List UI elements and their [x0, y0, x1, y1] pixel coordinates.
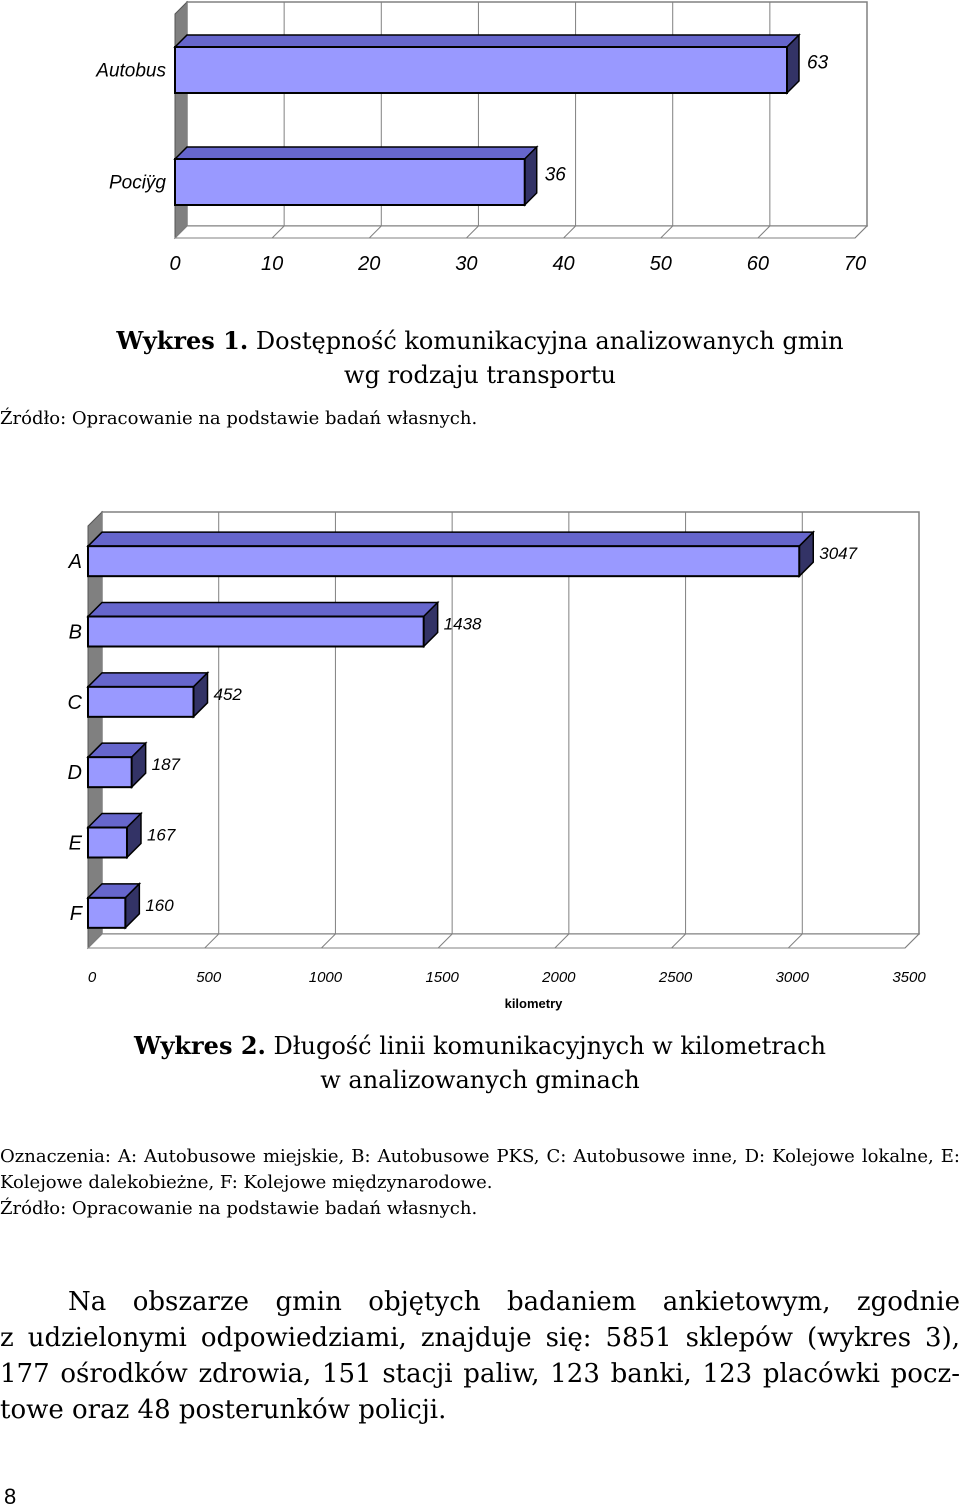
chart1-bar-top	[173, 146, 539, 160]
chart2-floor-gridline	[204, 933, 220, 949]
chart2-value-label: 167	[147, 826, 176, 845]
page-number: 8	[4, 1484, 17, 1509]
paragraph-line-4: towe oraz 48 posterunków policji.	[0, 1395, 447, 1425]
chart2-category-label: A	[68, 551, 82, 573]
chart2-tick-label: 0	[88, 969, 97, 986]
chart1-tick-label: 0	[169, 253, 180, 275]
chart2-bar	[87, 685, 195, 718]
chart1-floor-gridline	[563, 225, 576, 239]
caption-chart-2: Wykres 2. Długość linii komunikacyjnych …	[0, 1029, 960, 1097]
chart1-tick-label: 30	[455, 253, 477, 275]
chart2-floor-gridline	[554, 933, 570, 949]
caption-1-line2: wg rodzaju transportu	[344, 361, 616, 389]
chart2-floor-gridline	[671, 933, 686, 949]
chart2-left-wall	[87, 510, 103, 950]
chart2-bar	[87, 826, 128, 859]
chart1-floor-gridline	[368, 225, 382, 239]
paragraph-line-3: 177 ośrodków zdrowia, 151 stacji paliw, …	[0, 1359, 960, 1389]
chart1-tick-label: 70	[844, 253, 866, 275]
chart1-floor-gridline	[271, 225, 285, 239]
chart2-category-label: C	[68, 692, 83, 714]
chart1-category-label: Pociÿg	[109, 173, 166, 194]
chart2-floor-gridline	[904, 933, 920, 949]
chart2-value-label: 1438	[444, 615, 482, 634]
chart1-floor-gridline	[660, 225, 674, 239]
chart1-tick-label: 40	[552, 253, 574, 275]
chart2-bar	[87, 896, 127, 929]
chart2-value-label: 452	[214, 685, 243, 704]
caption-2-line1: Długość linii komunikacyjnych w kilometr…	[273, 1032, 826, 1060]
chart2-bar	[87, 756, 133, 789]
chart1-tick-label: 10	[261, 253, 283, 275]
chart2-value-label: 3047	[819, 544, 857, 563]
chart2-axis-label: kilometry	[505, 996, 564, 1011]
chart-2: 0 500 1000 1500 2000 2500 3000 3500 A 3047 B 1438 C 4…	[68, 510, 926, 1011]
chart2-value-label: 187	[152, 755, 181, 774]
chart2-tick-label: 2500	[658, 969, 693, 986]
caption-chart-1: Wykres 1. Dostępność komunikacyjna anali…	[0, 324, 960, 392]
chart2-back-wall	[101, 511, 920, 935]
body-paragraph: Na obszarze gmin objętych badaniem ankie…	[0, 1284, 960, 1428]
chart-1: 0 10 20 30 40 50 60 70 Autobus 63 Pociÿg 36	[95, 0, 869, 275]
legend-note: Oznaczenia: A: Autobusowe miejskie, B: A…	[0, 1146, 960, 1193]
chart2-category-label: E	[69, 833, 83, 855]
source-2: Źródło: Opracowanie na podstawie badań w…	[0, 1198, 478, 1219]
chart2-tick-label: 2000	[541, 969, 576, 986]
chart2-category-label: F	[70, 903, 84, 925]
chart2-tick-label: 1000	[309, 969, 343, 986]
chart2-tick-label: 3500	[892, 969, 926, 986]
chart1-tick-label: 60	[747, 253, 769, 275]
caption-1-prefix: Wykres 1.	[116, 326, 249, 355]
paragraph-line-1: Na obszarze gmin objętych badaniem ankie…	[68, 1287, 960, 1317]
chart2-tick-label: 500	[196, 969, 222, 986]
chart2-category-label: D	[68, 762, 82, 784]
chart2-bar-top	[86, 601, 440, 618]
chart2-bar	[87, 615, 425, 648]
chart2-floor-gridline	[787, 933, 803, 949]
chart2-bar	[87, 545, 801, 578]
caption-2-line2: w analizowanych gminach	[320, 1066, 640, 1094]
chart1-floor-gridline	[466, 225, 479, 239]
chart1-floor-gridline	[174, 225, 188, 239]
chart1-category-label: Autobus	[95, 61, 166, 82]
caption-1-line1: Dostępność komunikacyjna analizowanych g…	[255, 327, 844, 355]
chart2-bar-top	[86, 531, 816, 547]
chart1-bar	[174, 158, 526, 206]
chart1-value-label: 63	[807, 53, 829, 74]
chart2-tick-label: 1500	[425, 969, 459, 986]
chart1-floor-gridline	[854, 225, 868, 239]
chart1-tick-label: 50	[650, 253, 672, 275]
chart2-floor-gridline	[437, 933, 453, 949]
chart2-floor-gridline	[87, 933, 103, 949]
chart2-category-label: B	[69, 622, 82, 644]
chart1-value-label: 36	[545, 165, 567, 186]
chart2-tick-label: 3000	[776, 969, 810, 986]
chart2-bar-top	[86, 672, 210, 688]
caption-2-prefix: Wykres 2.	[134, 1031, 266, 1060]
chart2-value-label: 160	[145, 896, 174, 915]
chart2-floor	[86, 933, 921, 949]
source-1: Źródło: Opracowanie na podstawie badań w…	[0, 408, 478, 429]
chart1-tick-label: 20	[357, 253, 380, 275]
paragraph-line-2: z udzielonymi odpowiedziami, znajduje si…	[0, 1323, 960, 1353]
chart1-floor-gridline	[757, 225, 771, 239]
chart2-floor-gridline	[321, 933, 336, 949]
chart1-bar-top	[173, 34, 801, 48]
chart1-bar	[174, 46, 788, 94]
